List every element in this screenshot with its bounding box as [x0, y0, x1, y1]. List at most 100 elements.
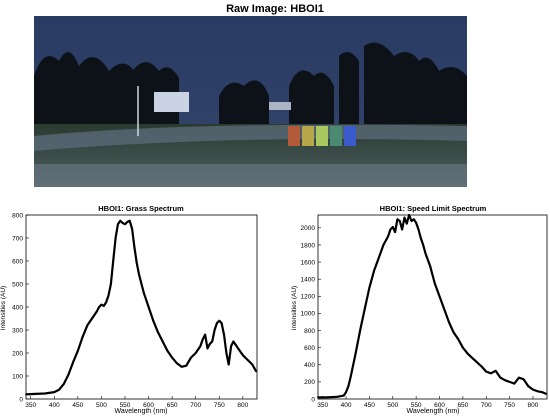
y-tick-label: 100 [12, 373, 23, 380]
x-tick-label: 650 [457, 402, 468, 409]
x-tick-label: 350 [317, 402, 328, 409]
data-point [152, 319, 155, 322]
data-point [471, 357, 474, 359]
x-tick-label: 450 [364, 402, 375, 409]
data-point [513, 382, 516, 385]
data-point [403, 216, 406, 219]
data-point [424, 252, 427, 255]
plot-frame [317, 214, 548, 400]
data-point [58, 388, 60, 391]
data-point [518, 376, 520, 379]
data-point [527, 385, 530, 388]
y-tick-label: 1200 [301, 294, 316, 301]
y-tick-label: 800 [12, 212, 23, 219]
x-tick-label: 400 [49, 402, 60, 409]
data-point [480, 365, 483, 368]
data-point [448, 321, 450, 323]
data-point [216, 322, 218, 324]
data-point [135, 262, 138, 265]
data-point [77, 349, 79, 352]
data-point [161, 340, 164, 343]
data-point [166, 349, 169, 352]
y-tick-label: 0 [311, 396, 315, 403]
data-point [67, 373, 70, 376]
data-point [373, 269, 375, 272]
x-tick-label: 800 [237, 402, 248, 409]
data-point [128, 219, 131, 222]
data-point [133, 246, 136, 249]
data-point [95, 310, 98, 313]
data-point [201, 338, 204, 341]
data-point [100, 303, 103, 306]
data-point [223, 333, 225, 336]
x-tick-label: 800 [528, 402, 539, 409]
data-point [438, 295, 441, 298]
data-point [410, 220, 413, 222]
building [154, 92, 189, 112]
data-point [121, 222, 124, 224]
data-point [44, 392, 46, 395]
y-tick-label: 700 [12, 235, 23, 242]
x-tick-label: 500 [96, 402, 107, 409]
data-point [433, 282, 436, 285]
data-point [119, 219, 122, 222]
data-point [394, 231, 396, 233]
y-tick-label: 300 [12, 327, 23, 334]
data-point [105, 301, 107, 304]
y-tick-label: 1600 [301, 259, 316, 266]
x-tick-label: 600 [143, 402, 154, 409]
data-point [117, 223, 119, 226]
data-point [194, 352, 197, 354]
distant-building [269, 102, 291, 110]
y-tick-label: 200 [12, 350, 23, 357]
data-point [545, 393, 547, 395]
raw-image [34, 16, 467, 187]
data-point [412, 218, 415, 221]
y-tick-label: 400 [304, 362, 315, 369]
data-point [140, 283, 143, 285]
series-line [25, 219, 258, 396]
data-point [220, 322, 223, 324]
data-point [157, 331, 159, 334]
data-point [209, 342, 211, 345]
y-axis-label: Intensities (AU) [0, 286, 7, 330]
data-point [91, 317, 93, 320]
data-point [466, 352, 469, 355]
series-line [318, 213, 547, 399]
data-point [126, 221, 129, 223]
y-tick-label: 1000 [301, 311, 316, 318]
data-point [213, 329, 216, 331]
y-tick-label: 1800 [301, 242, 316, 249]
data-point [81, 336, 84, 338]
data-point [53, 391, 56, 393]
grass-spectrum-chart: HBOI1: Grass Spectrum 0 100 200 300 400 500 60… [0, 204, 258, 415]
data-point [317, 396, 319, 399]
y-tick-label: 0 [19, 396, 23, 403]
data-point [34, 393, 37, 395]
x-tick-label: 350 [25, 402, 36, 409]
x-tick-label: 700 [190, 402, 201, 409]
data-point [176, 362, 178, 365]
data-point [342, 394, 345, 397]
data-point [326, 396, 329, 399]
x-tick-label: 500 [387, 402, 398, 409]
data-point [541, 391, 544, 394]
x-tick-label: 550 [411, 402, 422, 409]
y-tick-label: 500 [12, 281, 23, 288]
walkway [34, 124, 467, 151]
data-point [190, 356, 192, 359]
data-point [408, 214, 410, 216]
data-point [230, 345, 233, 347]
data-point [242, 354, 244, 357]
data-point [237, 347, 240, 350]
data-point [396, 218, 399, 221]
data-point [401, 228, 403, 231]
x-tick-label: 550 [120, 402, 131, 409]
x-tick-label: 650 [167, 402, 178, 409]
data-point [107, 294, 110, 297]
data-point [335, 396, 338, 398]
data-point [363, 308, 366, 310]
data-point [476, 361, 478, 364]
data-point [227, 363, 230, 366]
data-point [251, 363, 254, 366]
